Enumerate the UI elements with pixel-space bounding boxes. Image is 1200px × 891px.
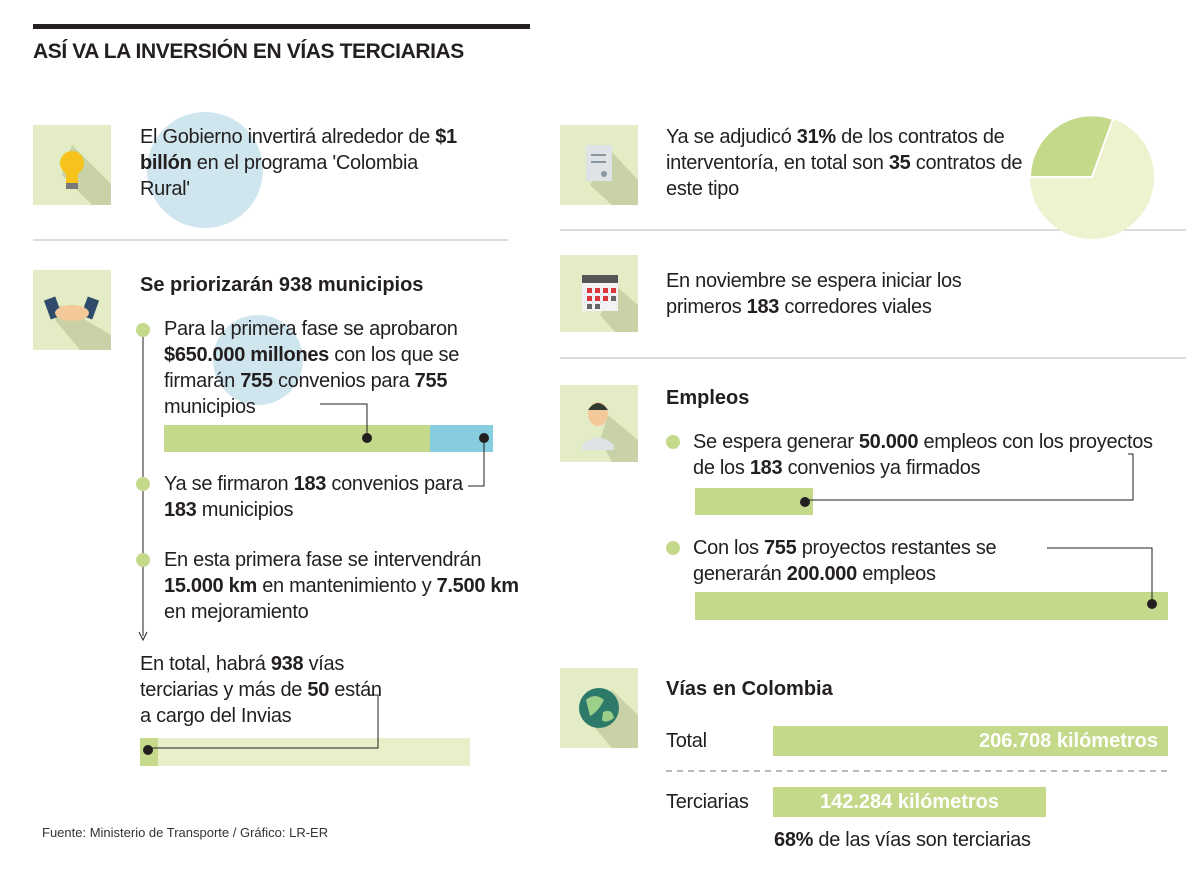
decor-circle bbox=[213, 315, 303, 405]
agreements-bar bbox=[164, 403, 493, 487]
text: municipios bbox=[196, 499, 294, 521]
bold-text: 183 bbox=[164, 499, 197, 521]
icon-handshake bbox=[33, 270, 111, 350]
bullets bbox=[666, 435, 680, 555]
bold-text: 35 bbox=[888, 152, 911, 174]
text: Se espera generar bbox=[693, 431, 859, 453]
title: ASÍ VA LA INVERSIÓN EN VÍAS TERCIARIAS bbox=[33, 40, 464, 63]
bullet-text: Con los 755 proyectos restantes se gener… bbox=[693, 535, 1053, 587]
text: En noviembre se espera iniciar los prime… bbox=[666, 270, 962, 318]
section-title: Se priorizarán 938 municipios bbox=[140, 274, 424, 296]
icon-document bbox=[560, 125, 638, 205]
note-text: 68% de las vías son terciarias bbox=[774, 827, 1031, 853]
text: convenios ya firmados bbox=[782, 457, 981, 479]
top-rule bbox=[33, 24, 530, 29]
text: El Gobierno invertirá alrededor de bbox=[140, 126, 436, 148]
intro-text: El Gobierno invertirá alrededor de $1 bi… bbox=[140, 124, 460, 202]
text: convenios para bbox=[272, 370, 415, 392]
bold-text: 31% bbox=[796, 126, 836, 148]
icon-globe bbox=[560, 668, 638, 748]
jobs-bars bbox=[695, 453, 1168, 620]
text: en mejoramiento bbox=[164, 601, 309, 623]
bold-text: 755 bbox=[414, 370, 448, 392]
text: En esta primera fase se intervendrán bbox=[164, 549, 482, 571]
bold-text: 68% bbox=[774, 829, 814, 851]
text: vías terciarias y más de bbox=[140, 653, 345, 701]
roads-bars bbox=[773, 726, 1168, 817]
row-label: Total bbox=[666, 730, 707, 752]
bold-text: 938 bbox=[270, 653, 304, 675]
contracts-text: Ya se adjudicó 31% de los contratos de i… bbox=[666, 124, 1031, 202]
corridors-text: En noviembre se espera iniciar los prime… bbox=[666, 268, 1026, 320]
decor-circle bbox=[147, 112, 263, 228]
text: empleos con los proyectos de los bbox=[693, 431, 1153, 479]
text: en el programa 'Colombia Rural' bbox=[140, 152, 418, 200]
bold-text: 183 bbox=[293, 473, 327, 495]
pie bbox=[1028, 114, 1154, 239]
bold-text: 200.000 bbox=[786, 563, 858, 585]
text: municipios bbox=[164, 396, 256, 418]
bold-text: 183 bbox=[746, 296, 780, 318]
text: de las vías son terciarias bbox=[813, 829, 1031, 851]
section-title: Vías en Colombia bbox=[666, 678, 833, 700]
bold-text: 755 bbox=[763, 537, 797, 559]
bar-label: 206.708 kilómetros bbox=[979, 730, 1158, 752]
row-label: Terciarias bbox=[666, 791, 749, 813]
bold-text: 7.500 km bbox=[436, 575, 519, 597]
bar-label: 142.284 kilómetros bbox=[820, 791, 999, 813]
text: corredores viales bbox=[779, 296, 932, 318]
bullet-text: En esta primera fase se intervendrán 15.… bbox=[164, 547, 534, 625]
text: contratos de este tipo bbox=[666, 152, 1023, 200]
text: proyectos restantes se generarán bbox=[693, 537, 997, 585]
text: Ya se adjudicó bbox=[666, 126, 797, 148]
text: con los que se firmarán bbox=[164, 344, 460, 392]
icon-person bbox=[560, 385, 638, 462]
text: de los contratos de interventoría, en to… bbox=[666, 126, 1005, 174]
text: convenios para bbox=[326, 473, 463, 495]
bullet-text: Ya se firmaron 183 convenios para 183 mu… bbox=[164, 471, 464, 523]
section-title: Empleos bbox=[666, 387, 750, 409]
text: en mantenimiento y bbox=[256, 575, 437, 597]
icon-calendar bbox=[560, 255, 638, 332]
text: empleos bbox=[856, 563, 936, 585]
invias-bar bbox=[140, 694, 470, 766]
bold-text: $1 billón bbox=[140, 126, 457, 174]
bold-text: $650.000 millones bbox=[164, 344, 330, 366]
summary-text: En total, habrá 938 vías terciarias y má… bbox=[140, 651, 390, 729]
bold-text: 755 bbox=[240, 370, 273, 392]
bold-text: 50.000 bbox=[858, 431, 919, 453]
bold-text: 15.000 km bbox=[164, 575, 257, 597]
bullet-text: Se espera generar 50.000 empleos con los… bbox=[693, 429, 1153, 481]
timeline bbox=[136, 323, 150, 642]
text: Ya se firmaron bbox=[164, 473, 294, 495]
text: Para la primera fase se aprobaron bbox=[164, 318, 458, 340]
bullet-text: Para la primera fase se aprobaron $650.0… bbox=[164, 316, 509, 420]
icon-bulb bbox=[33, 125, 111, 205]
source: Fuente: Ministerio de Transporte / Gráfi… bbox=[42, 825, 329, 840]
text: están a cargo del Invias bbox=[140, 679, 382, 727]
bold-text: 50 bbox=[307, 679, 330, 701]
text: Con los bbox=[693, 537, 764, 559]
text: En total, habrá bbox=[140, 653, 271, 675]
bold-text: 183 bbox=[749, 457, 783, 479]
